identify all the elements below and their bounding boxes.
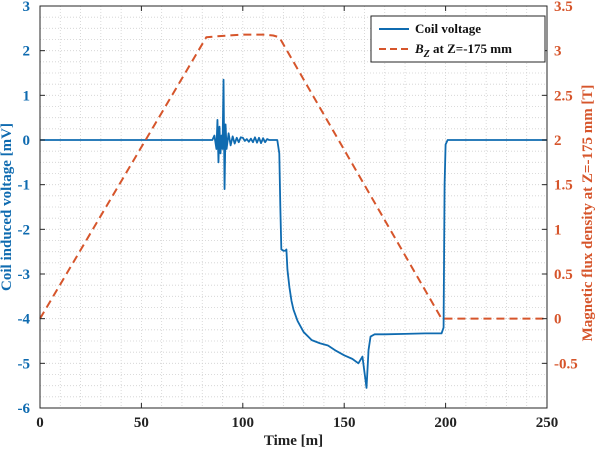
left-tick-label: -1 <box>18 178 31 194</box>
left-axis-title: Coil induced voltage [mV] <box>0 123 15 291</box>
legend-label-bz-rest: at Z=-175 mm <box>430 41 512 56</box>
right-tick-label: 1.5 <box>554 178 573 194</box>
legend-label-bz-sub: Z <box>423 49 430 60</box>
x-tick-label: 0 <box>36 415 44 431</box>
right-tick-label: 0.5 <box>554 267 573 283</box>
left-tick-label: -5 <box>18 356 31 372</box>
right-tick-label: 3 <box>554 44 562 60</box>
left-tick-label: 1 <box>23 88 31 104</box>
plot-border <box>39 5 548 409</box>
legend-box <box>370 15 546 63</box>
tick-layer: 0 50 100 150 200 250 -6 -5 -4 -3 -2 -1 0 1 2 3 -0.5 0 0.5 1… <box>18 0 578 431</box>
right-axis-title: Magnetic flux density at Z=-175 mm [T] <box>580 85 596 342</box>
x-tick-label: 100 <box>232 415 255 431</box>
right-tick-label: 2 <box>554 133 562 149</box>
series-line-coil-voltage <box>40 78 547 389</box>
legend-label-coil-voltage: Coil voltage <box>415 21 481 36</box>
left-tick-label: 0 <box>23 133 31 149</box>
left-tick-label: -3 <box>18 267 31 283</box>
plot-area <box>40 6 547 408</box>
series-line-bz <box>39 33 547 320</box>
right-tick-label: -0.5 <box>554 356 578 372</box>
series-layer <box>39 33 547 389</box>
x-tick-label: 200 <box>434 415 457 431</box>
right-tick-label: 2.5 <box>554 88 573 104</box>
left-tick-label: 2 <box>23 44 31 60</box>
x-tick-label: 250 <box>536 415 559 431</box>
left-tick-label: -4 <box>18 312 31 328</box>
x-tick-label: 50 <box>134 415 149 431</box>
right-tick-label: 0 <box>554 312 562 328</box>
right-tick-label: 1 <box>554 222 562 238</box>
legend-label-bz: BZ at Z=-175 mm <box>414 41 512 60</box>
left-tick-label: 3 <box>23 0 31 15</box>
legend-label-bz-main: B <box>414 41 424 56</box>
legend: Coil voltage BZ at Z=-175 mm <box>370 15 546 63</box>
right-tick-label: 3.5 <box>554 0 573 15</box>
x-tick-label: 150 <box>333 415 356 431</box>
left-tick-label: -6 <box>18 401 31 417</box>
left-tick-label: -2 <box>18 222 31 238</box>
x-axis-title: Time [m] <box>264 433 323 449</box>
